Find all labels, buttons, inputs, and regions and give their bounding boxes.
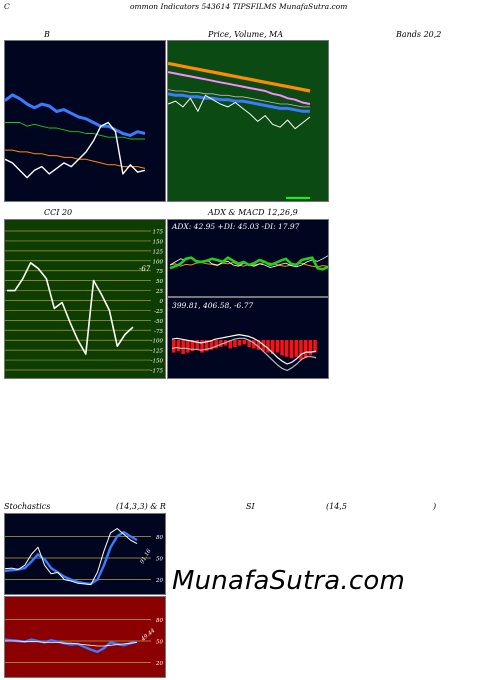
cci-label: CCI 20 (44, 208, 73, 217)
macd-histogram-bar (195, 340, 199, 350)
macd-histogram-bar (299, 340, 303, 360)
macd-histogram-bar (280, 340, 284, 356)
macd-histogram-bar (252, 340, 256, 349)
cci-tick-label: -75 (154, 329, 163, 335)
bollinger-panel (4, 40, 166, 202)
stochastics-tick-label: 50 (156, 557, 163, 563)
cci-value-label: -67 (139, 265, 151, 273)
cci-tick-label: 0 (160, 299, 164, 305)
cci-tick-label: 100 (153, 259, 164, 265)
ma-pink-line (168, 71, 311, 105)
stochastics-tick-label: 80 (156, 535, 163, 541)
bands-label: Bands 20,2 (396, 30, 442, 39)
watermark: MunafaSutra.com (172, 566, 406, 596)
ma-orange-line (168, 61, 311, 93)
adx-chart (169, 255, 328, 271)
macd-histogram-bar (219, 340, 223, 347)
macd-histogram-bar (303, 340, 308, 359)
macd-signal-line (171, 337, 317, 372)
adx-macd-label: ADX & MACD 12,26,9 (208, 208, 298, 217)
stochastics-tick-label: 20 (155, 578, 163, 584)
macd-chart (171, 333, 317, 372)
header-c-letter: C (4, 2, 10, 11)
cci-chart: 175 150 125 100 75 50 25 0 -25 -50 -75 -100 -125 -150… (5, 230, 164, 375)
rsi-tick-label: 80 (156, 618, 163, 624)
cci-tick-label: -175 (151, 369, 164, 375)
stochastics-panel: 80 50 20 91.16 (4, 513, 166, 595)
cci-panel: 175 150 125 100 75 50 25 0 -25 -50 -75 -100 -125 -150… (4, 219, 166, 379)
cci-tick-label: -150 (151, 359, 164, 365)
rsi-average-line (5, 640, 138, 647)
cci-tick-label: 25 (155, 289, 163, 295)
price-volume-ma-label: Price, Volume, MA (208, 30, 284, 39)
macd-histogram-bar (242, 340, 247, 345)
cci-tick-label: -50 (154, 319, 163, 325)
macd-histogram-bar (176, 340, 181, 352)
cci-tick-label: 75 (156, 269, 163, 275)
ma-grey-line (168, 89, 310, 108)
macd-histogram-bar (285, 340, 289, 357)
macd-histogram-bar (186, 340, 190, 353)
cci-tick-label: 175 (153, 230, 164, 236)
bollinger-upper-line (5, 122, 145, 140)
macd-histogram-bar (214, 340, 218, 349)
macd-histogram-bar (294, 340, 298, 357)
macd-histogram-bar (172, 340, 176, 353)
rsi-label: SI (246, 502, 255, 511)
macd-histogram-bar (270, 340, 275, 354)
macd-histogram-bar (266, 340, 270, 353)
rsi-tick-label: 50 (156, 640, 163, 646)
macd-histogram-bar (200, 340, 204, 353)
bollinger-label: B (44, 30, 50, 39)
stochastics-d-line (5, 530, 138, 586)
rsi-tick-label: 20 (155, 661, 163, 667)
macd-histogram-bar (313, 340, 317, 353)
macd-histogram-bar (228, 340, 232, 349)
macd-histogram-bar (275, 340, 280, 353)
macd-line (171, 333, 317, 365)
adx-values-text: ADX: 42.95 +DI: 45.03 -DI: 17.97 (172, 222, 300, 231)
cci-tick-label: -100 (151, 339, 164, 345)
rsi-params-close: ) (433, 502, 437, 511)
macd-histogram-bar (261, 340, 265, 352)
cci-tick-label: -25 (154, 309, 163, 315)
rsi-params: (14,5 (326, 502, 347, 511)
stochastics-value-label: 91.16 (140, 548, 153, 565)
macd-histogram-bar (237, 340, 242, 346)
rsi-line (5, 638, 138, 653)
stochastics-params: (14,3,3) & R (116, 502, 166, 511)
bollinger-price-line (5, 121, 146, 179)
macd-histogram-bar (308, 340, 313, 356)
cci-tick-label: 50 (156, 279, 163, 285)
price-line (168, 94, 311, 130)
macd-histogram-bar (256, 340, 261, 350)
ma-blue-line (168, 92, 310, 113)
macd-histogram-bar (233, 340, 237, 347)
macd-panel: 399.81, 406.58, -6.77 (167, 297, 329, 379)
macd-histogram-bar (190, 340, 195, 352)
macd-histogram-bar (181, 340, 185, 354)
stochastics-chart: 80 50 20 91.16 (5, 528, 163, 586)
header-title: ommon Indicators 543614 TIPSFILMS Munafa… (130, 2, 348, 11)
stochastics-k-line (5, 528, 138, 586)
macd-histogram-bar (289, 340, 294, 359)
bollinger-chart (5, 93, 146, 179)
adx-panel: ADX: 42.95 +DI: 45.03 -DI: 17.97 (167, 219, 329, 297)
rsi-panel: 80 50 20 49.44 (4, 596, 166, 678)
price-panel (167, 40, 329, 202)
cci-tick-label: 125 (153, 249, 164, 255)
bollinger-lower-line (5, 149, 146, 169)
cci-line (7, 261, 134, 355)
macd-values-text: 399.81, 406.58, -6.77 (172, 301, 254, 310)
cci-tick-label: 150 (153, 239, 164, 245)
adx-line (169, 256, 328, 271)
price-chart (168, 61, 311, 199)
cci-tick-label: -125 (151, 349, 164, 355)
macd-histogram-bar (209, 340, 214, 350)
stochastics-label: Stochastics (4, 502, 51, 511)
macd-histogram-bar (205, 340, 209, 352)
macd-histogram-bar (247, 340, 251, 347)
bollinger-mid-line (5, 93, 146, 137)
